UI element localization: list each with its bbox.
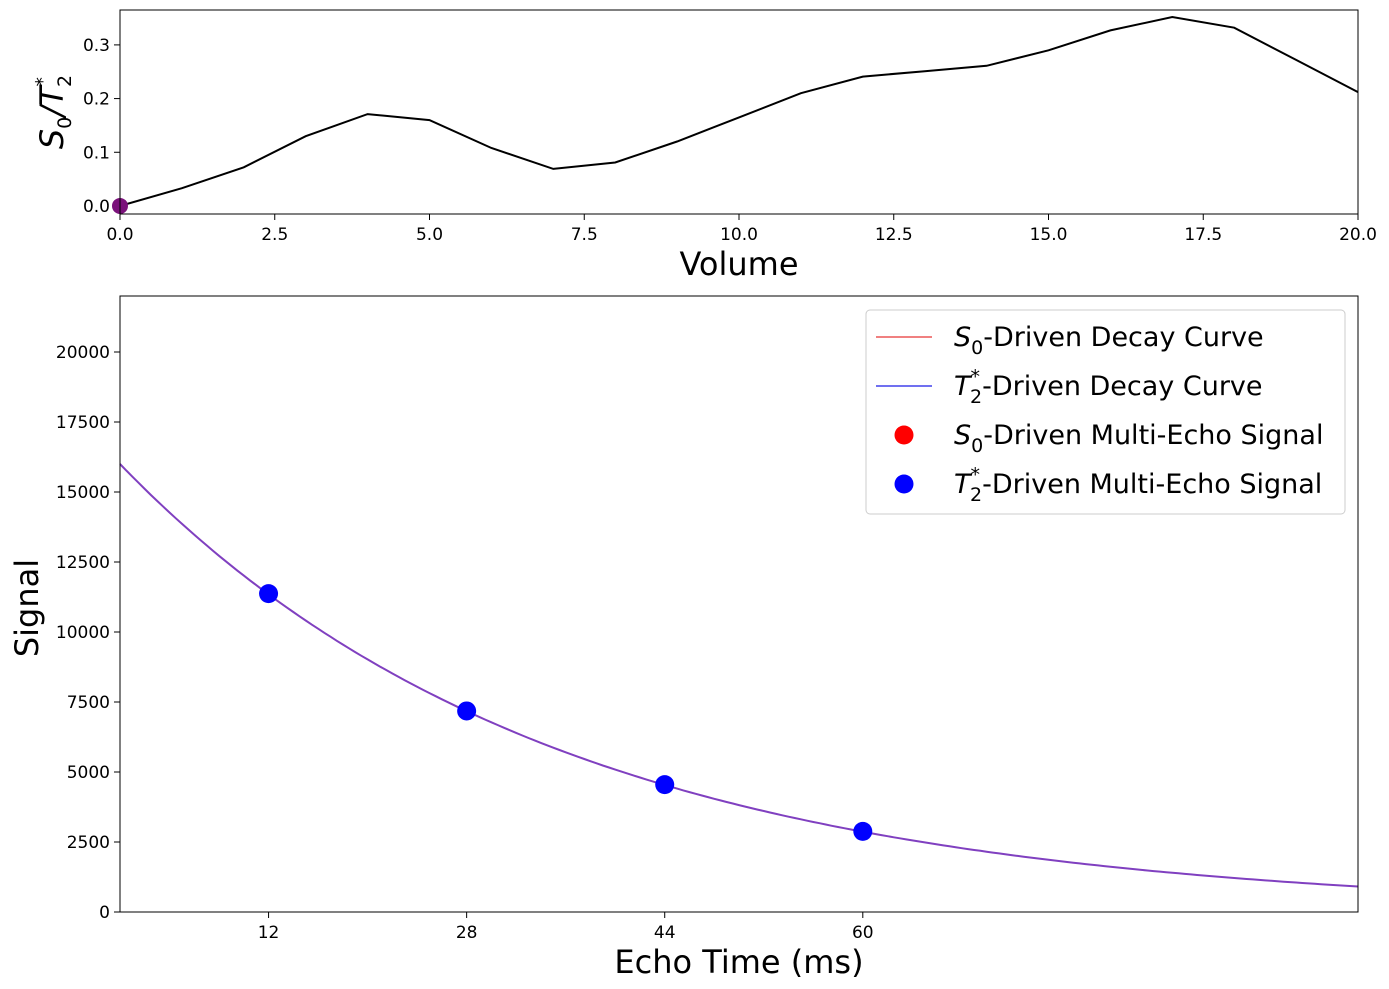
ylabel-sup: * bbox=[32, 77, 54, 87]
volume-x-tick-label: 5.0 bbox=[416, 225, 443, 245]
echo-x-axis-label: Echo Time (ms) bbox=[614, 943, 863, 981]
decay-curve-line bbox=[119, 463, 1359, 888]
volume-y-tick-label: 0.3 bbox=[83, 36, 110, 56]
volume-axes-frame bbox=[119, 9, 1359, 215]
legend: S0-Driven Decay Curve T* 2-Driven Decay Cu… bbox=[865, 309, 1346, 515]
volume-y-axis-label: S0/T*2 bbox=[32, 75, 76, 149]
volume-x-tick-label: 12.5 bbox=[875, 225, 913, 245]
echo-axes: 12 28 44 60 0 2500 5000 7500 10000 12500 15000 1750… bbox=[8, 295, 1359, 981]
volume-x-tick-label: 17.5 bbox=[1184, 225, 1222, 245]
volume-x-tick-label: 10.0 bbox=[720, 225, 758, 245]
echo-axes-frame bbox=[119, 295, 1359, 913]
volume-ticks: 0.0 2.5 5.0 7.5 10.0 12.5 15.0 17.5 20.0 0.0 0.1 0.… bbox=[83, 36, 1377, 245]
volume-x-tick-label: 20.0 bbox=[1339, 225, 1377, 245]
echo-y-tick-label: 0 bbox=[99, 903, 110, 923]
echo-y-tick-label: 17500 bbox=[56, 413, 110, 433]
legend-label: S0-Driven Decay Curve bbox=[954, 322, 1264, 359]
ylabel-mid: /T bbox=[33, 84, 71, 120]
echo-y-tick-label: 5000 bbox=[67, 763, 110, 783]
echo-signal-point bbox=[853, 821, 873, 841]
legend-label: S0-Driven Multi-Echo Signal bbox=[954, 420, 1323, 457]
echo-signal-point bbox=[655, 775, 675, 795]
echo-y-tick-label: 10000 bbox=[56, 623, 110, 643]
echo-x-tick-label: 12 bbox=[258, 923, 280, 943]
legend-marker-swatch bbox=[894, 425, 914, 445]
s0-t2-series bbox=[112, 15, 1359, 214]
ylabel-sub0: 0 bbox=[54, 117, 76, 129]
volume-y-tick-label: 0.0 bbox=[83, 197, 110, 217]
volume-series-line bbox=[119, 15, 1359, 207]
ylabel-s: S bbox=[33, 129, 71, 149]
echo-y-axis-label: Signal bbox=[8, 559, 46, 657]
echo-x-tick-label: 28 bbox=[456, 923, 478, 943]
echo-y-tick-label: 20000 bbox=[56, 343, 110, 363]
volume-x-tick-label: 0.0 bbox=[106, 225, 133, 245]
volume-x-tick-label: 7.5 bbox=[571, 225, 598, 245]
volume-x-tick-label: 2.5 bbox=[261, 225, 288, 245]
legend-frame bbox=[865, 309, 1346, 515]
ylabel-sub2: 2 bbox=[54, 75, 76, 87]
volume-x-tick-label: 15.0 bbox=[1030, 225, 1068, 245]
volume-y-tick-label: 0.1 bbox=[83, 143, 110, 163]
echo-y-tick-label: 15000 bbox=[56, 483, 110, 503]
echo-ticks: 12 28 44 60 0 2500 5000 7500 10000 12500 15000 1750… bbox=[56, 343, 874, 943]
echo-y-tick-label: 2500 bbox=[67, 833, 110, 853]
volume-y-tick-label: 0.2 bbox=[83, 90, 110, 110]
echo-y-tick-label: 7500 bbox=[67, 693, 110, 713]
echo-signal-point bbox=[457, 701, 477, 721]
volume-x-axis-label: Volume bbox=[679, 245, 798, 283]
echo-x-tick-label: 60 bbox=[852, 923, 874, 943]
legend-marker-swatch bbox=[894, 474, 914, 494]
legend-label: T* 2-Driven Multi-Echo Signal bbox=[954, 464, 1322, 506]
decay-series bbox=[119, 463, 1359, 888]
echo-y-tick-label: 12500 bbox=[56, 553, 110, 573]
legend-label: T* 2-Driven Decay Curve bbox=[954, 366, 1263, 408]
echo-x-tick-label: 44 bbox=[654, 923, 676, 943]
volume-axes: 0.0 2.5 5.0 7.5 10.0 12.5 15.0 17.5 20.0 0.0 0.1 0.… bbox=[32, 9, 1377, 283]
echo-signal-point bbox=[259, 584, 279, 604]
